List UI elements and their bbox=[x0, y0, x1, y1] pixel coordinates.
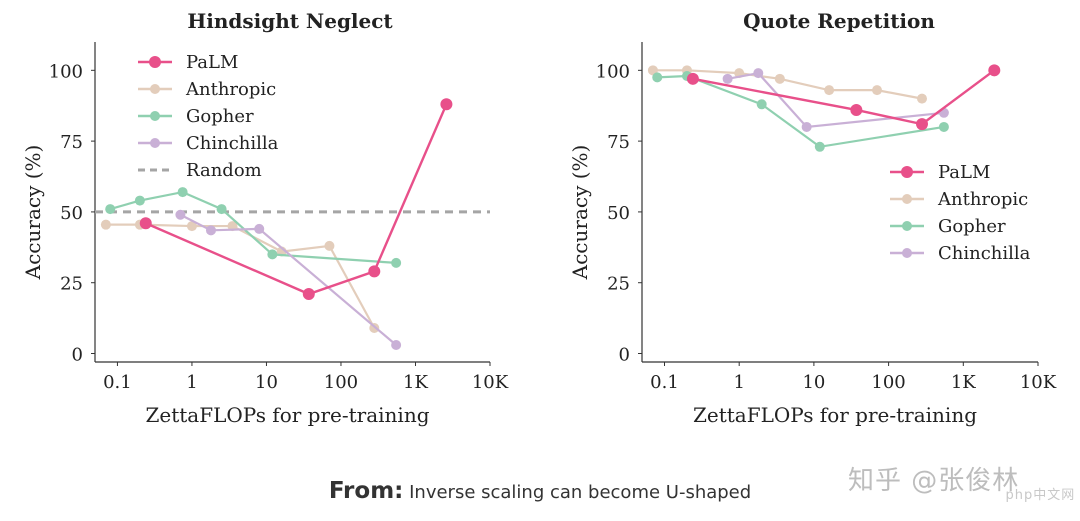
legend-label-chinchilla: Chinchilla bbox=[938, 243, 1031, 264]
x-tick-label: 10K bbox=[472, 372, 509, 393]
y-axis-label: Accuracy (%) bbox=[21, 145, 45, 281]
data-point-palm bbox=[302, 288, 315, 301]
chart-title: Quote Repetition bbox=[743, 9, 935, 33]
chart-panel-1: Hindsight Neglect 0 25 50 75 100 0.1 1 10 100 1K 10… bbox=[21, 9, 509, 427]
x-tick-label: 100 bbox=[871, 372, 905, 393]
y-tick-label: 75 bbox=[607, 132, 630, 153]
x-tick-label: 1K bbox=[403, 372, 428, 393]
data-point-gopher bbox=[652, 72, 663, 83]
series-line-palm bbox=[145, 103, 448, 296]
series-line-gopher bbox=[109, 190, 397, 264]
x-tick-label: 1 bbox=[733, 372, 744, 393]
data-point-anthropic bbox=[186, 221, 197, 232]
legend-label-palm: PaLM bbox=[938, 162, 990, 183]
data-point-palm bbox=[440, 98, 453, 111]
data-point-chinchilla bbox=[722, 73, 733, 84]
data-point-gopher bbox=[814, 141, 825, 152]
legend-label-gopher: Gopher bbox=[186, 106, 254, 127]
legend-marker-palm bbox=[901, 166, 913, 178]
data-point-chinchilla bbox=[175, 209, 186, 220]
data-point-chinchilla bbox=[753, 68, 764, 79]
data-point-gopher bbox=[134, 195, 145, 206]
x-tick-label: 0.1 bbox=[103, 372, 132, 393]
x-tick-label: 10 bbox=[802, 372, 825, 393]
x-tick-label: 1 bbox=[186, 372, 197, 393]
data-point-palm bbox=[988, 64, 1001, 77]
data-point-palm bbox=[915, 118, 928, 131]
series-line-gopher bbox=[657, 74, 945, 148]
data-point-gopher bbox=[105, 204, 116, 215]
legend-label-palm: PaLM bbox=[186, 52, 238, 73]
data-point-palm bbox=[686, 72, 699, 85]
caption-text: Inverse scaling can become U-shaped bbox=[403, 482, 752, 503]
y-tick-label: 100 bbox=[49, 61, 83, 82]
legend-marker-gopher bbox=[902, 221, 912, 231]
data-point-chinchilla bbox=[801, 121, 812, 132]
data-point-palm bbox=[850, 103, 863, 116]
watermark-sub: php中文网 bbox=[1005, 488, 1076, 503]
legend-label-anthropic: Anthropic bbox=[185, 79, 276, 100]
x-tick-label: 1K bbox=[951, 372, 976, 393]
data-point-anthropic bbox=[100, 219, 111, 230]
x-axis-label: ZettaFLOPs for pre-training bbox=[145, 403, 429, 427]
data-point-palm bbox=[368, 265, 381, 278]
x-axis-label: ZettaFLOPs for pre-training bbox=[693, 403, 977, 427]
legend-marker-palm bbox=[149, 56, 161, 68]
data-point-anthropic bbox=[774, 73, 785, 84]
legend-label-gopher: Gopher bbox=[938, 216, 1006, 237]
chart-title: Hindsight Neglect bbox=[187, 9, 393, 33]
series-line-palm bbox=[692, 69, 996, 126]
series-line-anthropic bbox=[105, 223, 376, 329]
caption: From: Inverse scaling can become U-shape… bbox=[0, 478, 1080, 504]
legend: PaLM Anthropic Gopher Chinchilla Random bbox=[138, 52, 279, 181]
data-point-anthropic bbox=[824, 85, 835, 96]
x-tick-label: 10K bbox=[1020, 372, 1057, 393]
data-point-gopher bbox=[756, 99, 767, 110]
y-tick-label: 100 bbox=[596, 61, 630, 82]
watermark: 知乎 @张俊林 php中文网 bbox=[848, 460, 1074, 503]
legend-marker-chinchilla bbox=[150, 138, 160, 148]
watermark-main: 知乎 @张俊林 bbox=[848, 466, 1020, 496]
y-tick-label: 0 bbox=[619, 345, 630, 366]
series-line-chinchilla bbox=[727, 71, 945, 129]
legend: PaLM Anthropic Gopher Chinchilla bbox=[890, 162, 1031, 264]
data-point-anthropic bbox=[916, 93, 927, 104]
legend-marker-anthropic bbox=[150, 84, 160, 94]
legend-label-anthropic: Anthropic bbox=[937, 189, 1028, 210]
y-tick-label: 50 bbox=[607, 203, 630, 224]
y-tick-label: 25 bbox=[607, 274, 630, 295]
legend-marker-gopher bbox=[150, 111, 160, 121]
chart-panel-2: Quote Repetition 0 25 50 75 100 0.1 1 10 100 1K 10K… bbox=[568, 9, 1057, 427]
y-tick-label: 50 bbox=[60, 203, 83, 224]
data-point-palm bbox=[139, 217, 152, 230]
y-tick-label: 0 bbox=[72, 345, 83, 366]
data-point-gopher bbox=[938, 121, 949, 132]
data-point-chinchilla bbox=[254, 223, 265, 234]
data-point-chinchilla bbox=[391, 340, 402, 351]
legend-marker-anthropic bbox=[902, 194, 912, 204]
data-point-chinchilla bbox=[205, 225, 216, 236]
y-axis-label: Accuracy (%) bbox=[568, 145, 592, 281]
x-tick-label: 100 bbox=[324, 372, 358, 393]
y-tick-label: 75 bbox=[60, 132, 83, 153]
legend-label-random: Random bbox=[186, 160, 262, 181]
caption-lead: From: bbox=[328, 478, 404, 504]
data-point-gopher bbox=[267, 249, 278, 260]
legend-label-chinchilla: Chinchilla bbox=[186, 133, 279, 154]
data-point-gopher bbox=[216, 204, 227, 215]
y-tick-label: 25 bbox=[60, 274, 83, 295]
x-tick-label: 10 bbox=[255, 372, 278, 393]
legend-marker-chinchilla bbox=[902, 248, 912, 258]
data-point-gopher bbox=[177, 187, 188, 198]
x-tick-label: 0.1 bbox=[650, 372, 679, 393]
data-point-anthropic bbox=[872, 85, 883, 96]
data-point-gopher bbox=[391, 257, 402, 268]
data-point-anthropic bbox=[324, 240, 335, 251]
